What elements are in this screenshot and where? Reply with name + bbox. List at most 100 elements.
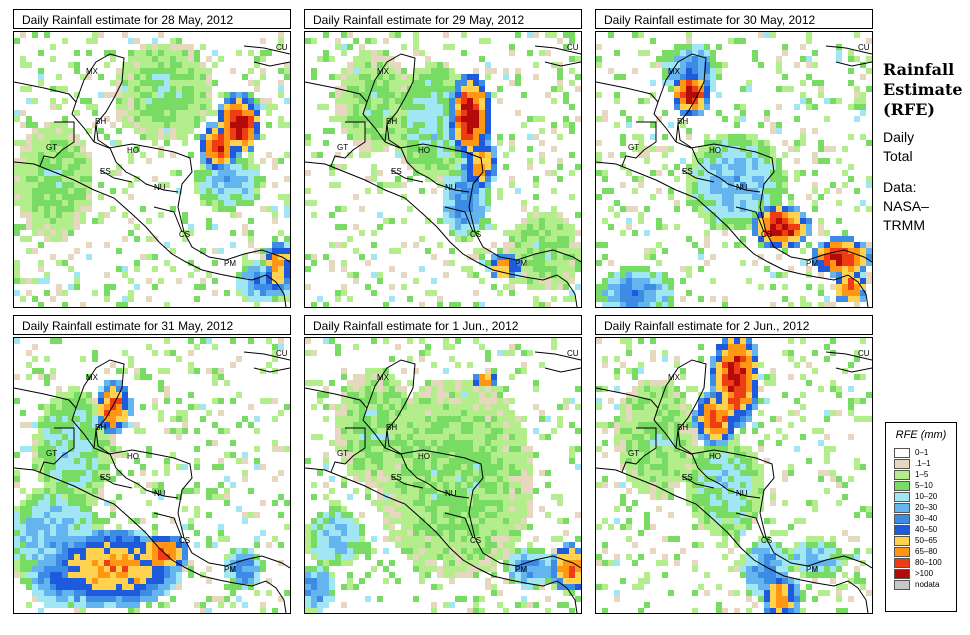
rainfall-cell: [575, 428, 581, 434]
rainfall-cell: [188, 152, 194, 158]
rainfall-cell: [740, 158, 746, 164]
rainfall-cell: [194, 188, 200, 194]
rainfall-cell: [638, 302, 644, 307]
rainfall-cell: [278, 338, 284, 344]
rainfall-cell: [545, 560, 551, 566]
rainfall-cell: [776, 62, 782, 68]
rainfall-cell: [395, 176, 401, 182]
rainfall-cell: [158, 494, 164, 500]
country-label: HO: [418, 146, 430, 155]
rainfall-cell: [686, 92, 692, 98]
rainfall-cell: [485, 38, 491, 44]
rainfall-cell: [20, 236, 26, 242]
rainfall-cell: [128, 122, 134, 128]
rainfall-cell: [425, 404, 431, 410]
rainfall-cell: [650, 62, 656, 68]
rainfall-cell: [443, 182, 449, 188]
rainfall-cell: [575, 254, 581, 260]
rainfall-cell: [50, 482, 56, 488]
rainfall-cell: [461, 146, 467, 152]
rainfall-cell: [443, 206, 449, 212]
rainfall-cell: [527, 260, 533, 266]
rainfall-cell: [425, 164, 431, 170]
rainfall-cell: [272, 398, 278, 404]
rainfall-cell: [32, 344, 38, 350]
rainfall-cell: [515, 434, 521, 440]
rainfall-cell: [329, 380, 335, 386]
rainfall-cell: [485, 158, 491, 164]
rainfall-cell: [260, 74, 266, 80]
rainfall-cell: [152, 512, 158, 518]
rainfall-cell: [260, 182, 266, 188]
rainfall-cell: [413, 506, 419, 512]
rainfall-cell: [431, 524, 437, 530]
rainfall-cell: [329, 404, 335, 410]
rainfall-cell: [62, 86, 68, 92]
rainfall-cell: [473, 254, 479, 260]
rainfall-cell: [74, 386, 80, 392]
rainfall-cell: [323, 56, 329, 62]
rainfall-cell: [692, 200, 698, 206]
rainfall-cell: [401, 146, 407, 152]
rainfall-cell: [32, 500, 38, 506]
rainfall-cell: [413, 98, 419, 104]
rainfall-cell: [218, 188, 224, 194]
rainfall-cell: [134, 554, 140, 560]
rainfall-cell: [152, 266, 158, 272]
rainfall-cell: [491, 386, 497, 392]
rainfall-cell: [44, 272, 50, 278]
rainfall-cell: [200, 44, 206, 50]
rainfall-cell: [716, 212, 722, 218]
rainfall-cell: [407, 134, 413, 140]
rainfall-cell: [206, 134, 212, 140]
rainfall-cell: [38, 512, 44, 518]
rainfall-cell: [188, 104, 194, 110]
rainfall-cell: [443, 44, 449, 50]
coastline: [825, 45, 872, 55]
rainfall-cell: [80, 152, 86, 158]
rainfall-cell: [254, 170, 260, 176]
rainfall-cell: [341, 206, 347, 212]
rainfall-cell: [182, 218, 188, 224]
rainfall-cell: [104, 428, 110, 434]
rainfall-cell: [521, 230, 527, 236]
rainfall-cell: [50, 374, 56, 380]
rainfall-cell: [62, 428, 68, 434]
rainfall-cell: [443, 200, 449, 206]
rainfall-cell: [479, 428, 485, 434]
rainfall-cell: [182, 56, 188, 62]
rainfall-cell: [473, 212, 479, 218]
rainfall-cell: [419, 356, 425, 362]
rainfall-cell: [68, 434, 74, 440]
rainfall-cell: [722, 188, 728, 194]
rainfall-cell: [515, 224, 521, 230]
rainfall-cell: [68, 524, 74, 530]
rainfall-cell: [686, 38, 692, 44]
rainfall-cell: [704, 170, 710, 176]
rainfall-cell: [188, 56, 194, 62]
rainfall-cell: [431, 398, 437, 404]
rainfall-cell: [569, 290, 575, 296]
rainfall-cell: [455, 410, 461, 416]
rainfall-cell: [224, 176, 230, 182]
rainfall-cell: [860, 104, 866, 110]
rainfall-cell: [14, 560, 20, 566]
rainfall-cell: [710, 296, 716, 302]
rainfall-cell: [56, 482, 62, 488]
rainfall-cell: [521, 548, 527, 554]
rainfall-cell: [668, 56, 674, 62]
rainfall-cell: [158, 488, 164, 494]
rainfall-cell: [260, 68, 266, 74]
rainfall-cell: [98, 518, 104, 524]
rainfall-cell: [311, 554, 317, 560]
rainfall-cell: [395, 80, 401, 86]
rainfall-cell: [461, 440, 467, 446]
rainfall-cell: [533, 62, 539, 68]
rainfall-cell: [383, 566, 389, 572]
rainfall-cell: [602, 188, 608, 194]
rainfall-cell: [164, 554, 170, 560]
rainfall-cell: [674, 98, 680, 104]
rainfall-cell: [194, 176, 200, 182]
rainfall-cell: [407, 524, 413, 530]
rainfall-cell: [497, 482, 503, 488]
